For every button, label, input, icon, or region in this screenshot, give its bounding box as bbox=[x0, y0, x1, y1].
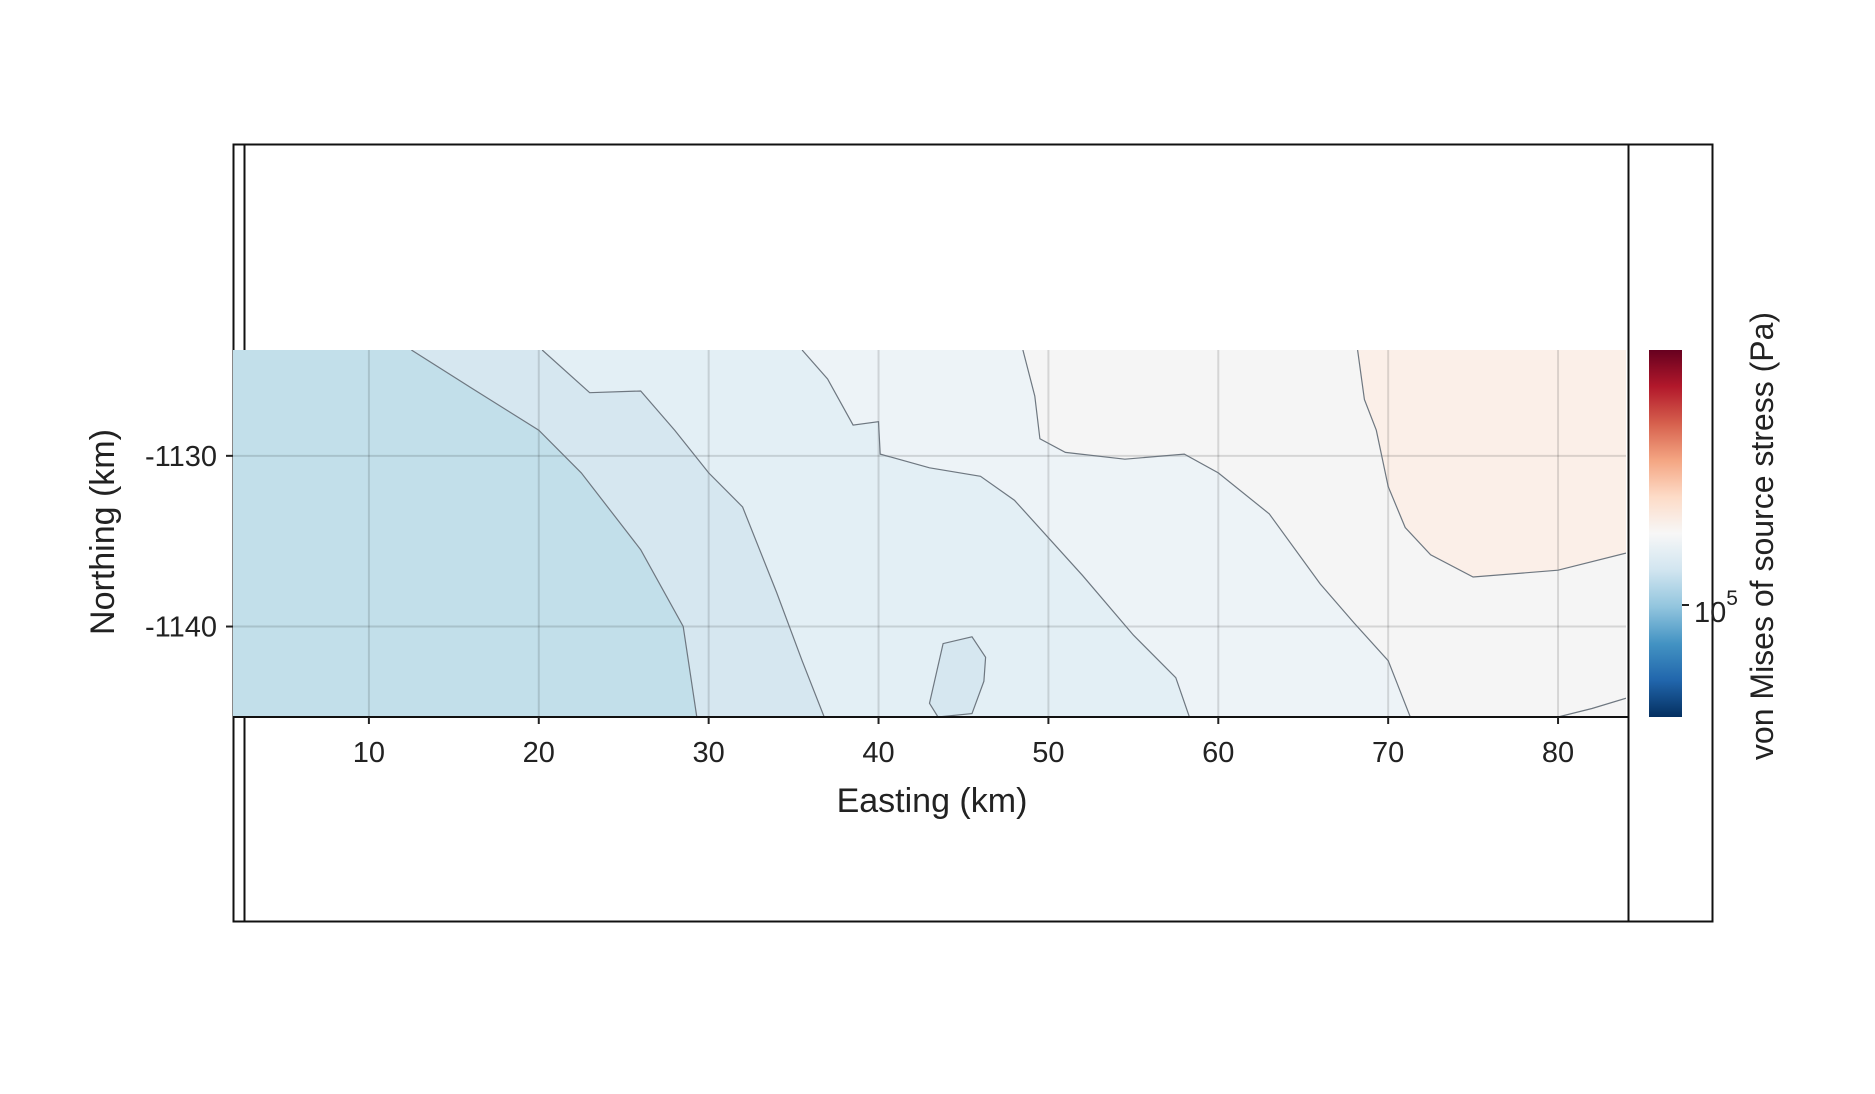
x-tick-label: 50 bbox=[1032, 737, 1064, 769]
contour-line bbox=[1022, 350, 1411, 717]
y-axis-ticks: -1130 -1140 bbox=[145, 441, 233, 644]
x-tick-label: 30 bbox=[693, 737, 725, 769]
x-tick-label: 40 bbox=[862, 737, 894, 769]
grid-lines bbox=[233, 350, 1626, 717]
colorbar-tick-exponent: 5 bbox=[1726, 587, 1738, 610]
x-tick-label: 80 bbox=[1542, 737, 1574, 769]
contour-lines bbox=[411, 350, 1626, 717]
contour-region bbox=[411, 350, 825, 717]
contour-line bbox=[1557, 697, 1626, 717]
colorbar bbox=[1649, 350, 1682, 717]
contour-line bbox=[411, 350, 698, 717]
x-tick-label: 60 bbox=[1202, 737, 1234, 769]
contour-region bbox=[802, 350, 1411, 717]
contour-fill-regions bbox=[233, 350, 1626, 717]
x-tick-label: 70 bbox=[1372, 737, 1404, 769]
y-tick-label: -1130 bbox=[145, 441, 217, 473]
contour-line bbox=[541, 350, 825, 717]
x-axis-title: Easting (km) bbox=[837, 782, 1028, 820]
y-tick-label: -1140 bbox=[145, 612, 217, 644]
contour-region bbox=[929, 636, 986, 717]
x-axis-ticks: 10 20 30 40 50 60 70 80 bbox=[353, 717, 1574, 769]
colorbar-tick-base: 10 bbox=[1694, 597, 1726, 629]
colorbar-tick-label: 105 bbox=[1694, 587, 1738, 629]
x-tick-label: 10 bbox=[353, 737, 385, 769]
contour-line bbox=[1357, 350, 1626, 578]
colorbar-title: von Mises of source stress (Pa) bbox=[1744, 312, 1780, 760]
y-axis-title: Northing (km) bbox=[84, 429, 122, 635]
contour-line bbox=[801, 350, 1190, 717]
x-tick-label: 20 bbox=[523, 737, 555, 769]
contour-region bbox=[542, 350, 1190, 717]
contour-region bbox=[1357, 350, 1626, 577]
contour-region bbox=[233, 350, 697, 717]
